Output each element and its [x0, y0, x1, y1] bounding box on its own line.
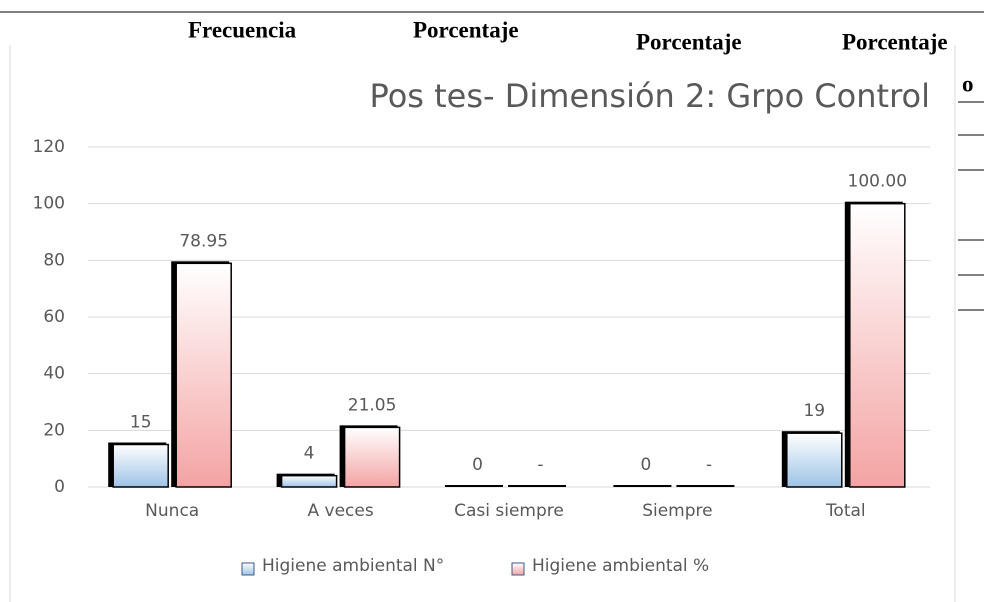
- data-label: 21.05: [348, 395, 397, 415]
- bar-shadow: [676, 485, 735, 487]
- data-label: 78.95: [179, 231, 228, 251]
- y-tick-label: 120: [33, 137, 65, 157]
- data-label: -: [706, 455, 712, 475]
- data-label: 19: [803, 401, 825, 421]
- column-header: Porcentaje: [636, 29, 742, 54]
- column-header: Porcentaje: [413, 17, 519, 42]
- column-header: Frecuencia: [188, 17, 297, 42]
- x-tick-label: Siempre: [642, 501, 712, 521]
- data-label: 4: [304, 444, 315, 464]
- bar-shadow: [508, 485, 566, 487]
- data-label: 15: [130, 413, 152, 433]
- bar: [786, 432, 843, 488]
- legend-swatch: [241, 562, 255, 576]
- x-tick-label: Nunca: [145, 501, 199, 521]
- chart-title: Pos tes- Dimensión 2: Grpo Control: [370, 77, 930, 115]
- data-label: -: [537, 455, 543, 475]
- x-tick-label: Total: [825, 501, 866, 521]
- y-tick-label: 100: [33, 194, 65, 214]
- y-tick-label: 80: [43, 250, 65, 270]
- y-tick-label: 40: [43, 364, 65, 384]
- y-tick-label: 60: [43, 307, 65, 327]
- legend-swatch: [511, 562, 525, 576]
- bar: [112, 443, 169, 488]
- table-lines: [958, 101, 984, 311]
- bar-shadow: [613, 485, 672, 487]
- legend-label: Higiene ambiental %: [532, 556, 709, 576]
- bar: [280, 474, 338, 488]
- column-header: Porcentaje: [842, 29, 948, 54]
- legend-label: Higiene ambiental N°: [262, 556, 444, 576]
- x-tick-label: A veces: [307, 501, 373, 521]
- bar: [175, 262, 232, 488]
- column-header: o: [962, 71, 974, 96]
- x-tick-label: Casi siempre: [454, 501, 564, 521]
- y-tick-label: 0: [54, 477, 65, 497]
- bar: [343, 426, 401, 488]
- data-label: 0: [640, 455, 651, 475]
- y-tick-label: 20: [43, 420, 65, 440]
- data-label: 100.00: [848, 172, 907, 192]
- bar-shadow: [445, 485, 503, 487]
- data-label: 0: [472, 455, 483, 475]
- bar: [849, 202, 906, 488]
